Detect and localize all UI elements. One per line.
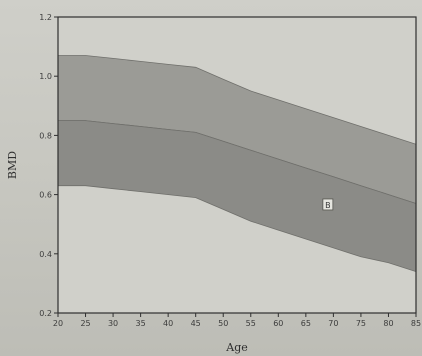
x-tick-label: 25 bbox=[80, 319, 90, 328]
y-tick-label: 0.4 bbox=[39, 250, 52, 259]
x-tick-label: 70 bbox=[328, 319, 338, 328]
x-tick-label: 65 bbox=[301, 319, 311, 328]
y-tick-label: 0.6 bbox=[39, 191, 52, 200]
x-tick-label: 55 bbox=[246, 319, 256, 328]
annotations: B bbox=[322, 198, 334, 211]
x-tick-label: 45 bbox=[191, 319, 201, 328]
annotation-marker bbox=[322, 198, 334, 211]
x-tick-label: 35 bbox=[136, 319, 146, 328]
x-tick-label: 85 bbox=[411, 319, 421, 328]
y-tick-label: 0.2 bbox=[39, 309, 52, 318]
x-tick-label: 40 bbox=[163, 319, 173, 328]
y-tick-label: 0.8 bbox=[39, 131, 52, 140]
x-tick-label: 50 bbox=[218, 319, 228, 328]
plot-frame bbox=[57, 16, 417, 314]
axes bbox=[54, 16, 417, 317]
x-tick-label: 60 bbox=[273, 319, 283, 328]
y-tick-label: 1.2 bbox=[39, 13, 52, 22]
x-axis-title: Age bbox=[225, 341, 248, 354]
tick-labels: 0.2 0.4 0.6 0.8 1.0 1.2 20 25 30 35 40 45 50 55 60 65 70… bbox=[39, 13, 421, 328]
x-tick-label: 75 bbox=[356, 319, 366, 328]
annotation-label: B bbox=[325, 201, 331, 210]
y-axis-title: BMD bbox=[6, 151, 19, 179]
x-tick-label: 80 bbox=[383, 319, 393, 328]
y-tick-label: 1.0 bbox=[39, 72, 52, 81]
x-tick-label: 30 bbox=[108, 319, 118, 328]
x-tick-label: 20 bbox=[53, 319, 63, 328]
